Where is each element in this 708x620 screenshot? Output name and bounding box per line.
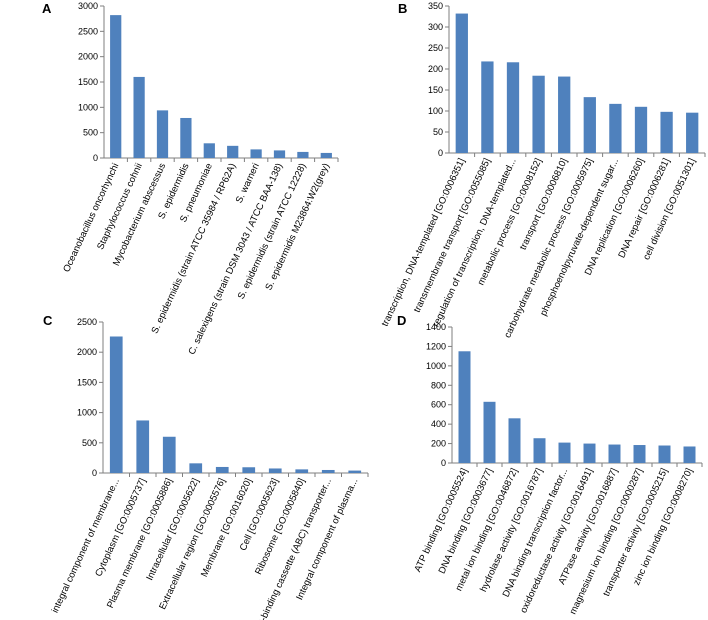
y-tick-label-c: 1000 xyxy=(77,408,97,418)
category-label-b-5: transport [GO:0006810] xyxy=(518,157,570,252)
y-tick-label-d: 600 xyxy=(431,400,446,410)
y-tick-label-c: 1500 xyxy=(77,377,97,387)
panel-letter-a: A xyxy=(42,1,52,16)
bar-a-7 xyxy=(250,149,262,158)
bar-a-4 xyxy=(180,117,192,158)
bar-d-10 xyxy=(683,446,696,463)
bar-c-10 xyxy=(348,470,362,473)
y-tick-label-d: 1000 xyxy=(426,361,446,371)
bar-d-3 xyxy=(508,418,521,463)
y-tick-label-a: 1000 xyxy=(78,102,98,112)
y-tick-label-b: 50 xyxy=(433,127,443,137)
y-tick-label-b: 150 xyxy=(428,85,443,95)
y-tick-label-c: 2500 xyxy=(77,317,97,327)
bar-c-1 xyxy=(109,336,123,473)
bar-c-4 xyxy=(189,463,203,473)
bar-d-6 xyxy=(583,443,596,463)
y-tick-label-a: 1500 xyxy=(78,77,98,87)
bar-c-8 xyxy=(295,469,309,473)
bar-b-4 xyxy=(532,75,545,153)
bar-b-10 xyxy=(686,112,699,153)
bar-b-5 xyxy=(558,76,571,153)
y-tick-label-c: 2000 xyxy=(77,347,97,357)
chart-panel-a: A050010001500200025003000Oceanobacillus … xyxy=(42,1,339,357)
y-tick-label-c: 0 xyxy=(92,468,97,478)
bar-b-9 xyxy=(660,111,673,153)
bar-b-1 xyxy=(455,13,468,154)
y-tick-label-d: 1200 xyxy=(426,341,446,351)
y-tick-label-d: 0 xyxy=(441,458,446,468)
bar-a-2 xyxy=(133,76,145,158)
y-tick-label-a: 0 xyxy=(93,153,98,163)
bar-b-3 xyxy=(506,62,520,153)
bar-a-5 xyxy=(203,143,215,158)
y-tick-label-b: 100 xyxy=(428,106,443,116)
bar-d-2 xyxy=(483,401,496,463)
panel-letter-d: D xyxy=(397,313,406,328)
bar-d-1 xyxy=(458,351,471,463)
y-tick-label-a: 500 xyxy=(83,128,98,138)
category-label-c-8: Ribosome [GO:0005840] xyxy=(253,477,307,577)
bar-a-3 xyxy=(156,110,169,158)
y-tick-label-d: 400 xyxy=(431,419,446,429)
panel-letter-b: B xyxy=(398,1,407,16)
bar-b-8 xyxy=(634,106,648,153)
y-tick-label-d: 200 xyxy=(431,439,446,449)
y-tick-label-b: 0 xyxy=(438,148,443,158)
bar-a-9 xyxy=(297,151,309,158)
bar-c-6 xyxy=(242,467,256,473)
bar-b-2 xyxy=(481,61,494,153)
bar-c-2 xyxy=(136,420,150,473)
bar-c-9 xyxy=(321,469,335,473)
bar-d-4 xyxy=(533,438,546,463)
bar-d-7 xyxy=(608,444,621,463)
bar-d-8 xyxy=(633,445,646,463)
bar-a-10 xyxy=(320,152,332,158)
bar-c-3 xyxy=(162,436,176,473)
y-tick-label-b: 300 xyxy=(428,22,443,32)
y-tick-label-d: 1400 xyxy=(426,322,446,332)
bar-b-6 xyxy=(583,97,596,153)
y-tick-label-c: 500 xyxy=(82,438,97,448)
y-tick-label-b: 250 xyxy=(428,43,443,53)
bar-a-8 xyxy=(273,150,286,158)
bar-c-5 xyxy=(215,466,229,473)
bar-d-5 xyxy=(558,442,571,463)
bar-b-7 xyxy=(609,103,622,153)
bar-a-6 xyxy=(227,145,239,158)
bar-a-1 xyxy=(110,15,122,159)
y-tick-label-d: 800 xyxy=(431,380,446,390)
y-tick-label-a: 3000 xyxy=(78,1,98,11)
bar-d-9 xyxy=(658,445,671,463)
y-tick-label-b: 200 xyxy=(428,64,443,74)
y-tick-label-a: 2500 xyxy=(78,26,98,36)
y-tick-label-b: 350 xyxy=(428,1,443,11)
panel-letter-c: C xyxy=(43,313,53,328)
bar-c-7 xyxy=(268,468,282,473)
y-tick-label-a: 2000 xyxy=(78,52,98,62)
